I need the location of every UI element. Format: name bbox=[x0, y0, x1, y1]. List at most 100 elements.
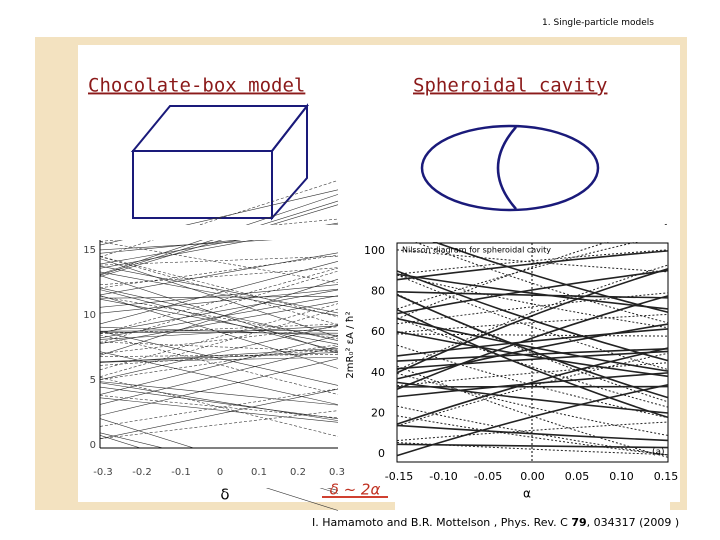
left-title: Chocolate-box model bbox=[88, 75, 305, 97]
level-line bbox=[99, 270, 339, 344]
spheroid-meridian bbox=[496, 126, 517, 210]
x-tick-label: -0.2 bbox=[132, 467, 152, 478]
y-axis-label: 2mR₀² εA / ħ² bbox=[345, 311, 356, 378]
orbit-line bbox=[396, 274, 669, 329]
x-tick-label: 0.00 bbox=[520, 470, 545, 483]
level-line bbox=[99, 388, 339, 440]
level-line bbox=[99, 325, 339, 340]
right-xlabel: α bbox=[523, 487, 531, 501]
level-line bbox=[99, 256, 339, 318]
orbit-line bbox=[396, 344, 669, 419]
x-tick-label: 0.1 bbox=[251, 467, 267, 478]
x-tick-label: -0.05 bbox=[474, 470, 502, 483]
level-line bbox=[99, 261, 339, 325]
level-line bbox=[99, 334, 339, 395]
level-line bbox=[99, 351, 339, 405]
level-line bbox=[99, 308, 339, 378]
level-line bbox=[99, 265, 339, 314]
level-line bbox=[99, 377, 339, 437]
level-line bbox=[99, 295, 339, 369]
orbit-line bbox=[396, 274, 669, 371]
orbit-line bbox=[396, 442, 669, 456]
section-text: 1. Single-particle models bbox=[542, 18, 654, 28]
spheroid-outline bbox=[420, 124, 600, 212]
x-tick-label: 0.3 bbox=[329, 467, 345, 478]
y-tick-label: 15 bbox=[83, 245, 96, 256]
panel-label: (a) bbox=[652, 448, 665, 458]
level-line bbox=[99, 289, 339, 333]
citation-volume: 79 bbox=[571, 516, 586, 529]
level-line bbox=[99, 204, 339, 277]
y-tick-label: 10 bbox=[83, 310, 96, 321]
citation-authors: I. Hamamoto and B.R. Mottelson , Phys. R… bbox=[312, 516, 571, 529]
right-clip-top bbox=[395, 225, 670, 242]
orbit-line bbox=[396, 317, 669, 408]
y-tick-label: 60 bbox=[371, 325, 385, 338]
level-line bbox=[99, 381, 339, 406]
orbit-line bbox=[396, 352, 669, 427]
y-tick-label: 80 bbox=[371, 285, 385, 298]
level-line bbox=[99, 287, 339, 341]
right-plot: Nilsson diagram for spheroidal cavity (a)… bbox=[345, 223, 679, 523]
level-line bbox=[99, 180, 339, 258]
left-plot-mask bbox=[80, 448, 350, 488]
y-tick-label: 0 bbox=[378, 447, 385, 460]
level-line bbox=[99, 298, 339, 345]
citation: I. Hamamoto and B.R. Mottelson , Phys. R… bbox=[312, 516, 679, 529]
orbit-line bbox=[396, 347, 669, 362]
left-xlabel: δ bbox=[220, 486, 229, 504]
x-tick-label: 0.10 bbox=[609, 470, 634, 483]
section-label: 1. Single-particle models bbox=[542, 18, 654, 28]
orbit-line bbox=[396, 249, 669, 273]
orbit-line bbox=[396, 223, 669, 320]
x-tick-label: -0.1 bbox=[171, 467, 191, 478]
level-line bbox=[99, 382, 339, 421]
x-tick-label: -0.15 bbox=[385, 470, 413, 483]
orbit-line bbox=[396, 421, 669, 442]
orbit-line bbox=[396, 328, 669, 357]
left-plot: 0 5 10 15 -0.3 -0.2 -0.1 0 0.1 0.2 0.3 bbox=[80, 180, 350, 511]
y-tick-label: 5 bbox=[90, 375, 96, 386]
left-plot-mask-top bbox=[80, 225, 350, 240]
level-line bbox=[99, 386, 339, 420]
level-line bbox=[99, 256, 339, 326]
spheroid-drawing bbox=[420, 124, 600, 212]
level-line bbox=[99, 295, 339, 299]
y-tick-label: 40 bbox=[371, 366, 385, 379]
orbit-line bbox=[396, 362, 669, 387]
level-line bbox=[99, 388, 339, 427]
level-line bbox=[99, 289, 339, 352]
level-line bbox=[99, 288, 339, 314]
orbit-line bbox=[396, 269, 669, 315]
y-tick-label: 100 bbox=[364, 244, 385, 257]
x-tick-label: -0.10 bbox=[429, 470, 457, 483]
right-title: Spheroidal cavity bbox=[413, 75, 607, 97]
level-line bbox=[99, 330, 339, 386]
orbit-line bbox=[396, 347, 669, 425]
orbit-line bbox=[396, 415, 669, 456]
level-line bbox=[99, 326, 339, 336]
orbit-line bbox=[396, 234, 669, 324]
level-line bbox=[99, 356, 339, 363]
nilsson-title: Nilsson diagram for spheroidal cavity bbox=[402, 246, 551, 255]
right-clip-bottom bbox=[395, 463, 670, 523]
level-line bbox=[99, 267, 339, 334]
y-tick-label: 0 bbox=[90, 440, 96, 451]
orbit-line bbox=[396, 333, 669, 337]
x-tick-label: 0.15 bbox=[654, 470, 679, 483]
x-tick-label: -0.3 bbox=[93, 467, 113, 478]
orbit-line bbox=[396, 264, 669, 371]
orbit-line bbox=[396, 405, 669, 456]
level-line bbox=[99, 258, 339, 338]
orbit-line bbox=[396, 313, 669, 334]
level-line bbox=[99, 284, 339, 308]
orbit-line bbox=[396, 273, 669, 310]
x-tick-label: 0.2 bbox=[290, 467, 306, 478]
level-line bbox=[99, 344, 339, 381]
citation-rest: , 034317 (2009 ) bbox=[587, 516, 680, 529]
level-line bbox=[99, 358, 339, 416]
x-tick-label: 0 bbox=[217, 467, 223, 478]
relation: δ ~ 2α bbox=[330, 481, 381, 499]
